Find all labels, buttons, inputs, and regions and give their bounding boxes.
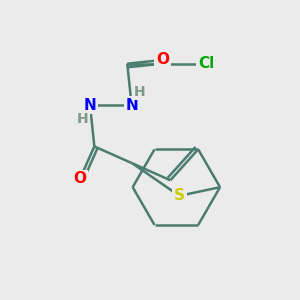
Text: Cl: Cl xyxy=(198,56,214,71)
Text: O: O xyxy=(156,52,169,68)
Text: N: N xyxy=(125,98,138,112)
Text: S: S xyxy=(174,188,185,203)
Text: O: O xyxy=(74,171,86,186)
Text: H: H xyxy=(133,85,145,99)
Text: N: N xyxy=(84,98,96,112)
Text: H: H xyxy=(77,112,88,126)
